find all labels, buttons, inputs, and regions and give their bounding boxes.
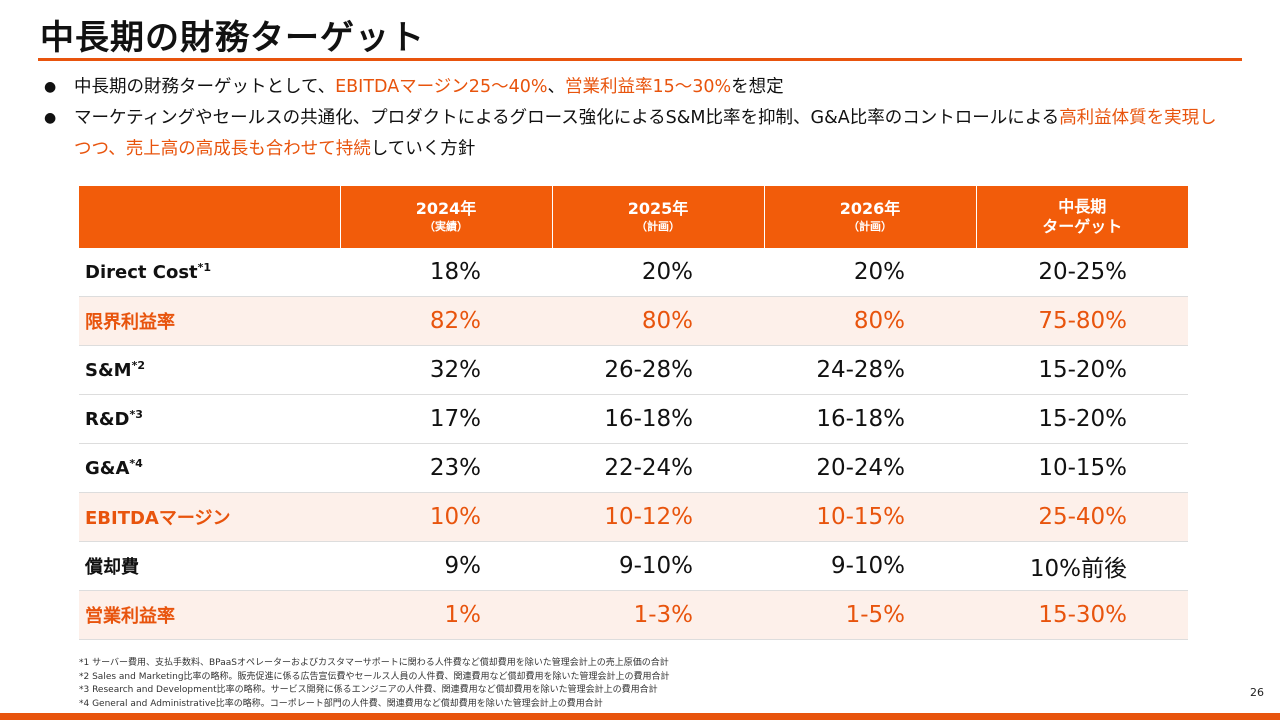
bottom-accent-bar	[0, 713, 1280, 720]
bullet-highlight: EBITDAマージン25〜40%	[335, 77, 548, 97]
footnote-ref: *3	[129, 408, 143, 421]
header-cell-2026: 2026年 （計画）	[763, 186, 976, 248]
row-label: R&D*3	[79, 394, 340, 444]
table-row-marginal-profit: 限界利益率 82% 80% 80% 75-80%	[79, 296, 1188, 346]
row-label-text: G&A	[85, 458, 130, 479]
row-label-text: R&D	[85, 409, 130, 430]
footnote: *3 Research and Development比率の略称。サービス開発に…	[79, 685, 658, 695]
cell-2024: 18%	[340, 248, 552, 297]
header-year: 2026年	[839, 199, 901, 218]
bullet-dot-icon: ●	[44, 110, 57, 126]
row-label: EBITDAマージン	[79, 492, 340, 542]
cell-target: 10-15%	[976, 443, 1188, 493]
row-label-text: S&M	[85, 360, 132, 381]
row-label: S&M*2	[79, 345, 340, 395]
header-cell-2024: 2024年 （実績）	[339, 186, 552, 248]
cell-target: 15-20%	[976, 394, 1188, 444]
bullet-text: 中長期の財務ターゲットとして、	[74, 77, 336, 97]
bullet-highlight: 営業利益率15〜30%	[564, 77, 732, 97]
cell-target: 25-40%	[976, 492, 1188, 542]
bullet-text: を想定	[731, 77, 784, 97]
footnote-ref: *1	[197, 261, 212, 274]
table-row-ebitda-margin: EBITDAマージン 10% 10-12% 10-15% 25-40%	[79, 492, 1188, 542]
row-label: Direct Cost*1	[79, 248, 340, 297]
cell-2025: 80%	[552, 296, 764, 346]
cell-target: 20-25%	[976, 248, 1188, 297]
table-row-sm: S&M*2 32% 26-28% 24-28% 15-20%	[79, 345, 1188, 395]
cell-2024: 1%	[340, 590, 552, 640]
header-year: 中長期	[1058, 197, 1107, 216]
header-sub: （実績）	[424, 220, 468, 233]
table-row-ga: G&A*4 23% 22-24% 20-24% 10-15%	[79, 443, 1188, 493]
cell-2025: 20%	[552, 248, 764, 297]
cell-2026: 24-28%	[764, 345, 976, 395]
footnote: *2 Sales and Marketing比率の略称。販売促進に係る広告宣伝費…	[79, 671, 670, 682]
row-label: 限界利益率	[79, 296, 340, 346]
cell-target: 10%前後	[976, 541, 1188, 591]
bullet-item: ● 中長期の財務ターゲットとして、EBITDAマージン25〜40%、営業利益率1…	[42, 72, 1232, 103]
cell-2024: 9%	[340, 541, 552, 591]
row-label: 償却費	[79, 541, 340, 591]
bullet-text: していく方針	[370, 139, 476, 159]
footnote: *1 サーバー費用、支払手数料、BPaaSオペレーターおよびカスタマーサポートに…	[79, 658, 669, 668]
header-year: 2025年	[627, 199, 689, 218]
table-row-rd: R&D*3 17% 16-18% 16-18% 15-20%	[79, 394, 1188, 444]
cell-target: 75-80%	[976, 296, 1188, 346]
row-label: G&A*4	[79, 443, 340, 493]
bullet-list: ● 中長期の財務ターゲットとして、EBITDAマージン25〜40%、営業利益率1…	[42, 72, 1232, 165]
cell-target: 15-30%	[976, 590, 1188, 640]
cell-2025: 22-24%	[552, 443, 764, 493]
cell-2026: 20-24%	[764, 443, 976, 493]
header-year: 2024年	[415, 199, 477, 218]
row-label: 営業利益率	[79, 590, 340, 640]
bullet-text: マーケティングやセールスの共通化、プロダクトによるグロース強化によるS&M比率を…	[74, 108, 1060, 128]
cell-2024: 32%	[340, 345, 552, 395]
cell-2024: 17%	[340, 394, 552, 444]
cell-2025: 9-10%	[552, 541, 764, 591]
cell-2024: 10%	[340, 492, 552, 542]
cell-2024: 82%	[340, 296, 552, 346]
cell-target: 15-20%	[976, 345, 1188, 395]
cell-2026: 9-10%	[764, 541, 976, 591]
cell-2026: 16-18%	[764, 394, 976, 444]
bullet-dot-icon: ●	[44, 79, 57, 95]
financial-targets-table: 2024年 （実績） 2025年 （計画） 2026年 （計画） 中長期 ターゲット D…	[79, 186, 1188, 640]
table-row-operating-margin: 営業利益率 1% 1-3% 1-5% 15-30%	[79, 590, 1188, 640]
title-divider	[38, 58, 1242, 61]
footnote-ref: *4	[129, 457, 143, 470]
cell-2026: 20%	[764, 248, 976, 297]
header-cell-target: 中長期 ターゲット	[975, 186, 1188, 248]
cell-2025: 26-28%	[552, 345, 764, 395]
cell-2025: 1-3%	[552, 590, 764, 640]
page-number: 26	[1250, 686, 1264, 699]
footnotes: *1 サーバー費用、支払手数料、BPaaSオペレーターおよびカスタマーサポートに…	[79, 657, 670, 711]
footnote: *4 General and Administrative比率の略称。コーポレー…	[79, 698, 603, 709]
cell-2026: 1-5%	[764, 590, 976, 640]
footnote-ref: *2	[131, 359, 145, 372]
header-sub: ターゲット	[1042, 217, 1123, 236]
table-row-direct-cost: Direct Cost*1 18% 20% 20% 20-25%	[79, 248, 1188, 297]
header-sub: （計画）	[636, 220, 680, 233]
table-row-depreciation: 償却費 9% 9-10% 9-10% 10%前後	[79, 541, 1188, 591]
bullet-text: 、	[547, 77, 565, 97]
cell-2026: 10-15%	[764, 492, 976, 542]
bullet-item: ● マーケティングやセールスの共通化、プロダクトによるグロース強化によるS&M比…	[42, 103, 1232, 165]
cell-2024: 23%	[340, 443, 552, 493]
row-label-text: Direct Cost	[85, 262, 198, 283]
cell-2025: 10-12%	[552, 492, 764, 542]
page-title: 中長期の財務ターゲット	[40, 18, 425, 58]
header-sub: （計画）	[848, 220, 892, 233]
table-header-row: 2024年 （実績） 2025年 （計画） 2026年 （計画） 中長期 ターゲット	[79, 186, 1188, 248]
cell-2025: 16-18%	[552, 394, 764, 444]
header-cell-2025: 2025年 （計画）	[551, 186, 764, 248]
bullet-highlight: 高利益体質を実現しつつ、売上高の高成長も合わせて持続	[74, 108, 1217, 159]
header-cell-empty	[79, 186, 340, 248]
cell-2026: 80%	[764, 296, 976, 346]
